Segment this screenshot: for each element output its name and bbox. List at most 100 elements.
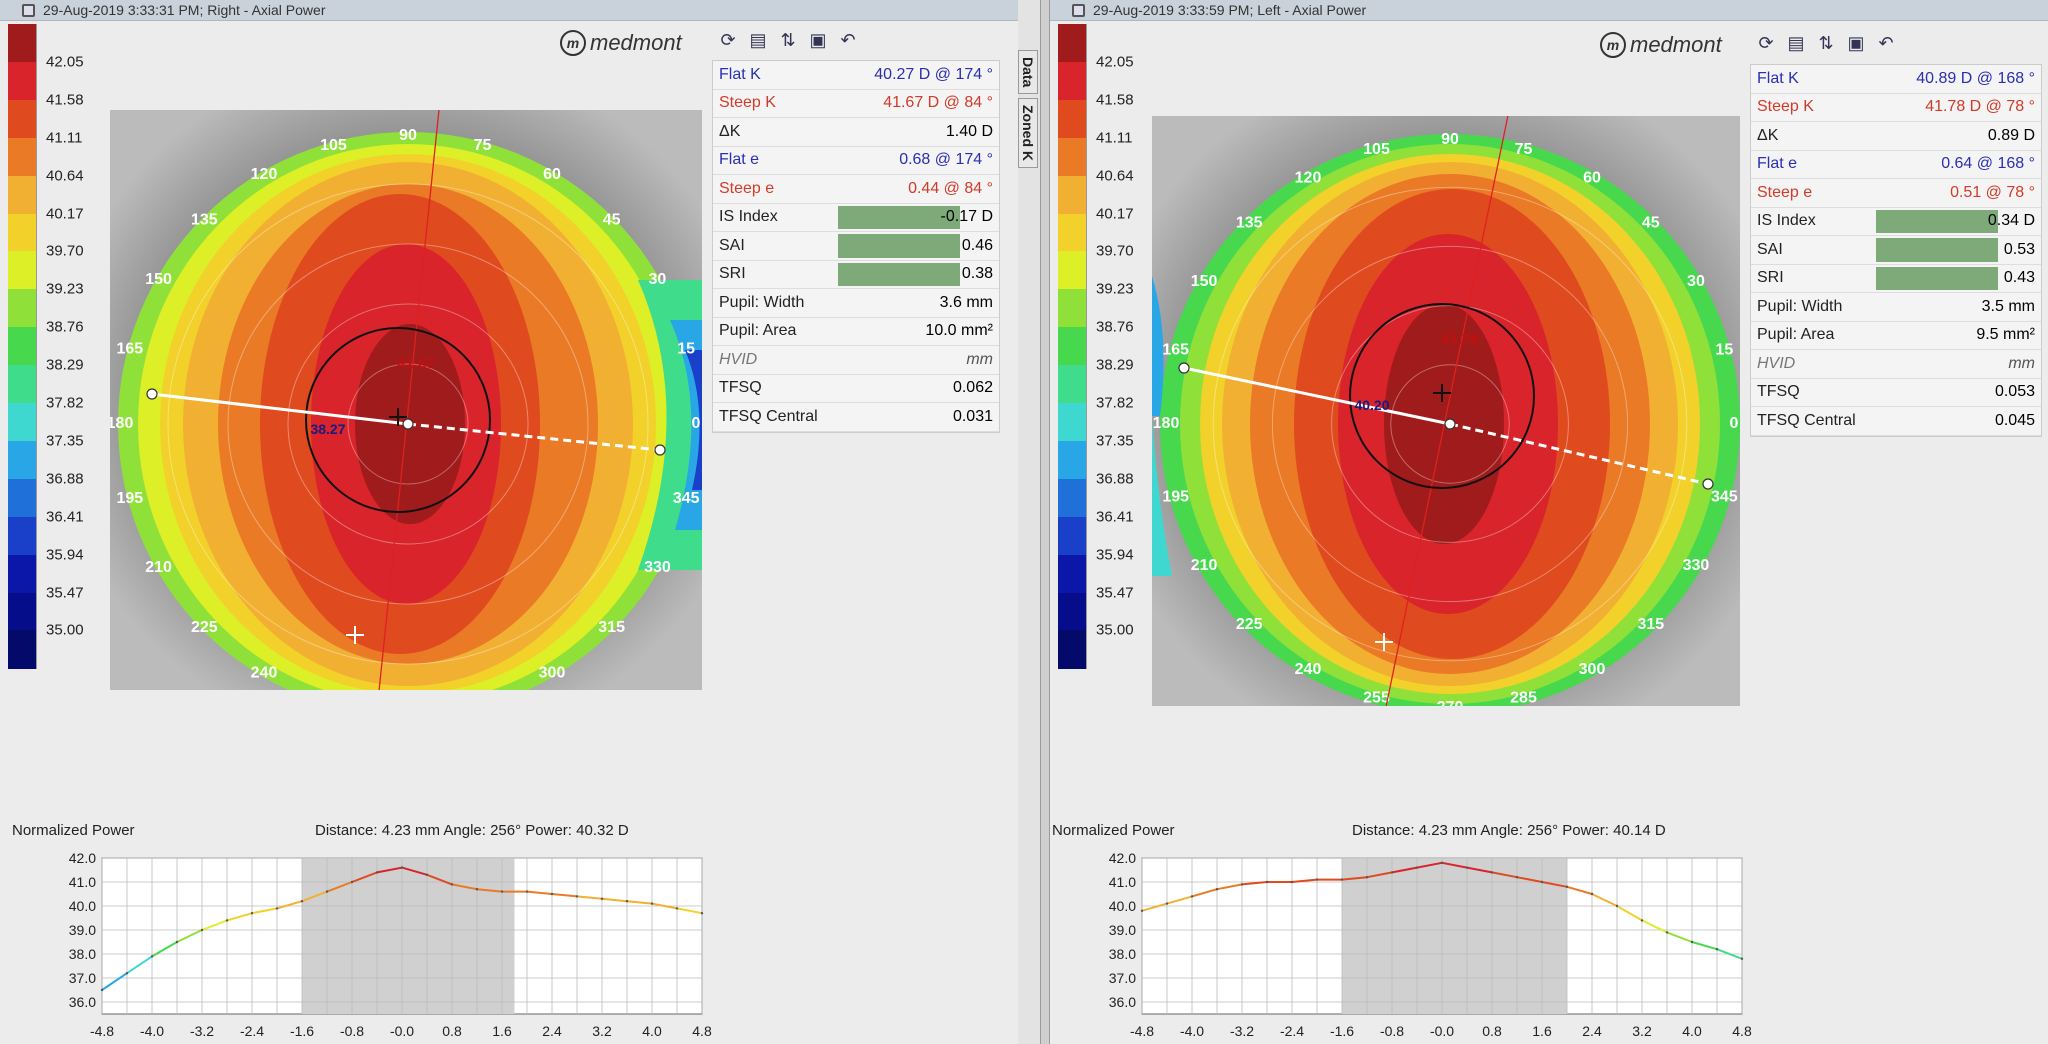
scale-swatch — [1058, 327, 1087, 367]
panel-splitter[interactable] — [1040, 0, 1050, 1044]
table-settings-icon[interactable]: ▤ — [1787, 33, 1805, 53]
x-tick-label: 4.0 — [642, 1023, 662, 1039]
left-topography-map[interactable]: 105 90 75 120 60 135 45 150 30 165 15 180 0 195 345 210… — [1152, 116, 1740, 706]
grid-ring — [1271, 245, 1629, 603]
left-medmont-logo: m medmont — [1600, 32, 1722, 58]
measure-handle[interactable] — [1178, 362, 1190, 374]
measure-handle[interactable] — [1702, 478, 1714, 490]
data-row: SAI 0.53 — [1751, 236, 2041, 265]
angle-label: 165 — [1162, 342, 1189, 359]
grid-ring — [1390, 364, 1510, 484]
data-row-label: Flat K — [1757, 69, 1799, 87]
x-tick-label: 0.8 — [1482, 1023, 1502, 1039]
profile-segment — [476, 888, 503, 893]
scale-label: 41.11 — [46, 129, 83, 147]
profile-point — [425, 873, 429, 876]
profile-point — [1315, 878, 1319, 881]
scale-swatch — [8, 61, 37, 101]
scale-label: 40.64 — [1096, 167, 1134, 185]
data-row-value: 10.0 mm² — [925, 322, 993, 340]
pupil-zone-shade — [1342, 858, 1567, 1014]
profile-point — [1640, 919, 1644, 922]
left-title: 29-Aug-2019 3:33:59 PM; Left - Axial Pow… — [1093, 2, 1367, 18]
sort-icon[interactable]: ⇅ — [780, 30, 796, 50]
scale-swatch — [8, 440, 37, 480]
data-row-value: 3.6 mm — [939, 293, 993, 311]
profile-segment — [601, 897, 628, 903]
left-status-readout: Distance: 4.23 mm Angle: 256° Power: 40.… — [1352, 822, 1666, 839]
profile-point — [1565, 885, 1569, 888]
y-tick-label: 40.0 — [1109, 898, 1136, 914]
undo-icon[interactable]: ↶ — [1878, 33, 1894, 53]
scale-swatch — [8, 24, 37, 63]
scale-swatch — [8, 251, 37, 291]
profile-point — [350, 880, 354, 884]
x-tick-label: -0.0 — [390, 1023, 414, 1039]
scale-swatch — [1058, 99, 1087, 139]
y-tick-label: 41.0 — [1109, 874, 1136, 890]
profile-point — [1540, 880, 1544, 884]
profile-segment — [1141, 902, 1168, 912]
profile-point — [500, 890, 504, 893]
data-row: Pupil: Width 3.5 mm — [1751, 293, 2041, 322]
tab-zoned-k[interactable]: Zoned K — [1018, 98, 1038, 169]
angle-label: 30 — [649, 271, 667, 288]
profile-point — [325, 890, 329, 893]
profile-segment — [101, 972, 128, 991]
angle-label: 300 — [1579, 661, 1606, 678]
save-icon[interactable]: ▣ — [809, 30, 827, 50]
scale-swatch — [8, 630, 37, 670]
angle-label: 240 — [251, 665, 278, 682]
index-highlight — [838, 205, 960, 229]
data-row-label: ΔK — [719, 122, 741, 140]
undo-icon[interactable]: ↶ — [840, 30, 856, 50]
y-tick-label: 37.0 — [69, 970, 96, 986]
y-tick-label: 36.0 — [1109, 994, 1136, 1010]
profile-segment — [1441, 861, 1468, 869]
profile-point — [150, 955, 154, 958]
profile-point — [1265, 880, 1269, 884]
measure-line-dashed — [407, 422, 661, 452]
angle-label: 120 — [251, 166, 278, 183]
angle-label: 270 — [1437, 699, 1464, 706]
table-settings-icon[interactable]: ▤ — [749, 30, 767, 50]
scale-swatch — [1058, 440, 1087, 480]
data-row-label: Steep e — [719, 179, 775, 197]
data-row-label: Pupil: Area — [719, 322, 797, 340]
profile-point — [575, 895, 579, 898]
data-row-label: TFSQ Central — [1757, 411, 1856, 429]
data-row-value: 40.27 D @ 174 ° — [874, 65, 993, 83]
angle-label: 165 — [116, 341, 143, 358]
measure-handle[interactable] — [654, 444, 666, 456]
measure-handle[interactable] — [1444, 418, 1456, 430]
measure-handle[interactable] — [402, 418, 414, 430]
grid-ring — [287, 303, 529, 545]
refresh-icon[interactable]: ⟳ — [1758, 33, 1774, 53]
tab-data[interactable]: Data — [1018, 50, 1038, 95]
y-tick-label: 42.0 — [1109, 850, 1136, 866]
x-tick-label: 3.2 — [1632, 1023, 1652, 1039]
angle-label: 330 — [1683, 557, 1710, 574]
profile-point — [1165, 902, 1169, 905]
steep-meridian-line — [1385, 116, 1509, 706]
profile-segment — [1491, 871, 1518, 879]
data-row: Flat e 0.64 @ 168 ° — [1751, 151, 2041, 179]
refresh-icon[interactable]: ⟳ — [720, 30, 736, 50]
profile-point — [1140, 909, 1144, 912]
right-topography-map[interactable]: 105 90 75 120 60 135 45 150 30 165 15 180 0 195 345 210… — [110, 110, 702, 690]
scale-swatch — [8, 99, 37, 139]
data-row: Steep K 41.67 D @ 84 ° — [713, 90, 999, 118]
measure-handle[interactable] — [146, 388, 158, 400]
sort-icon[interactable]: ⇅ — [1818, 33, 1834, 53]
profile-point — [600, 897, 604, 900]
profile-point — [475, 888, 479, 891]
angle-label: 225 — [1236, 616, 1263, 633]
data-row-label: IS Index — [1757, 212, 1816, 230]
pupil-outline — [305, 327, 491, 513]
data-row: Flat e 0.68 @ 174 ° — [713, 147, 999, 175]
medmont-logo-text: medmont — [590, 30, 682, 55]
angle-label: 105 — [1363, 141, 1390, 158]
x-tick-label: -4.8 — [90, 1023, 114, 1039]
save-icon[interactable]: ▣ — [1847, 33, 1865, 53]
profile-segment — [1541, 881, 1568, 888]
